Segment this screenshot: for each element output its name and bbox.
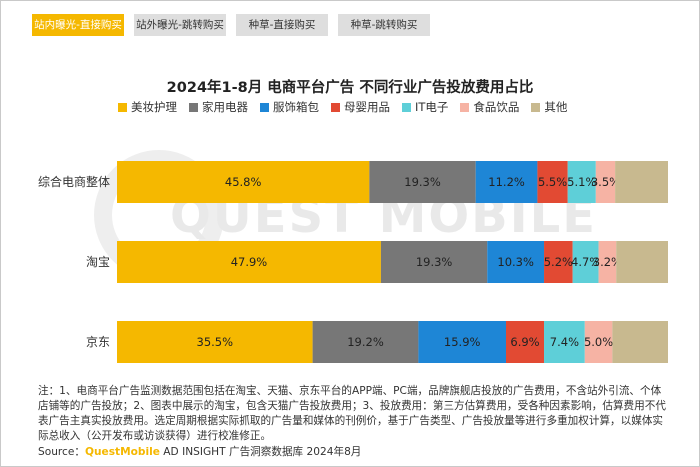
footnote: 注：1、电商平台广告监测数据范围包括在淘宝、天猫、京东平台的APP端、PC端，品… — [38, 385, 666, 442]
chart-title: 2024年1-8月 电商平台广告 不同行业广告投放费用占比 — [166, 80, 534, 96]
legend-swatch — [118, 102, 127, 112]
bar-segment — [487, 241, 545, 283]
data-label: 3.5% — [591, 175, 620, 189]
data-label: 7.4% — [550, 335, 579, 349]
bar-segment — [544, 321, 585, 363]
bar-segment — [537, 161, 568, 203]
bar-segment — [615, 161, 668, 203]
data-label: 19.3% — [416, 255, 453, 269]
data-label: 6.9% — [510, 335, 539, 349]
data-label: 4.7% — [571, 255, 600, 269]
data-label: 19.2% — [347, 335, 384, 349]
legend-swatch — [402, 102, 411, 112]
data-label: 10.3% — [497, 255, 534, 269]
bar-segment — [418, 321, 507, 363]
tab-seeding-direct[interactable]: 种草-直接购买 — [236, 14, 328, 36]
legend-label: 食品饮品 — [473, 100, 520, 114]
stacked-bar-chart: 综合电商整体 45.8% 19.3% 11.2% 5.5% 5.1%3.5% 淘宝 47.9%… — [38, 161, 668, 363]
legend-label: 服饰箱包 — [273, 100, 319, 114]
legend-item: 家用电器 — [189, 99, 248, 115]
tab-offsite-redirect[interactable]: 站外曝光-跳转购买 — [134, 14, 226, 36]
bar-segment — [598, 241, 617, 283]
data-label: 19.3% — [404, 175, 441, 189]
data-label: 45.8% — [225, 175, 262, 189]
bar-segment — [475, 161, 538, 203]
bar-segment — [380, 241, 488, 283]
legend-label: 母婴用品 — [344, 100, 390, 114]
bar-segment — [312, 321, 419, 363]
bar-segment — [369, 161, 476, 203]
legend-label: 美妆护理 — [131, 100, 177, 114]
source-suffix: AD INSIGHT 广告洞察数据库 2024年8月 — [159, 446, 362, 458]
legend-swatch — [260, 102, 269, 112]
category-label: 京东 — [86, 335, 110, 349]
bar-segment — [117, 241, 381, 283]
legend-swatch — [331, 102, 340, 112]
category-label: 综合电商整体 — [38, 174, 110, 189]
category-label: 淘宝 — [86, 255, 110, 269]
data-label: 3.2% — [593, 255, 622, 269]
bar-segment — [584, 321, 613, 363]
bar-segment — [117, 321, 313, 363]
legend-label: 其他 — [544, 100, 568, 114]
data-label: 47.9% — [231, 255, 268, 269]
bar-segment — [595, 161, 616, 203]
bar-segment — [567, 161, 596, 203]
legend-label: IT电子 — [415, 100, 449, 114]
bar-segment — [117, 161, 370, 203]
bar-segment — [506, 321, 545, 363]
data-label: 5.0% — [584, 335, 613, 349]
legend-swatch — [531, 102, 541, 112]
legend-item: 母婴用品 — [331, 99, 390, 115]
legend-item: 其他 — [531, 99, 567, 115]
chart-legend: 美妆护理 家用电器 服饰箱包 母婴用品 IT电子 食品饮品 其他 — [118, 100, 579, 114]
source-brand: QuestMobile — [84, 446, 160, 458]
source-line: Source：QuestMobile AD INSIGHT 广告洞察数据库 20… — [38, 444, 361, 459]
bar-segment — [616, 241, 668, 283]
legend-swatch — [460, 102, 470, 112]
tab-seeding-redirect[interactable]: 种草-跳转购买 — [338, 14, 430, 36]
legend-item: 服饰箱包 — [260, 99, 319, 115]
bar-segment — [612, 321, 668, 363]
data-label: 5.5% — [538, 175, 567, 189]
legend-item: 美妆护理 — [118, 99, 177, 115]
bar-segment — [544, 241, 573, 283]
legend-swatch — [189, 102, 198, 112]
data-label: 11.2% — [488, 175, 525, 189]
legend-item: 食品饮品 — [460, 99, 519, 115]
legend-label: 家用电器 — [202, 100, 248, 114]
source-prefix: Source： — [38, 446, 85, 458]
data-label: 35.5% — [197, 335, 234, 349]
tab-onsite-direct[interactable]: 站内曝光-直接购买 — [32, 14, 124, 36]
legend-item: IT电子 — [402, 99, 448, 115]
data-label: 5.2% — [544, 255, 573, 269]
bar-segment — [572, 241, 599, 283]
data-label: 15.9% — [444, 335, 481, 349]
data-label: 5.1% — [567, 175, 596, 189]
